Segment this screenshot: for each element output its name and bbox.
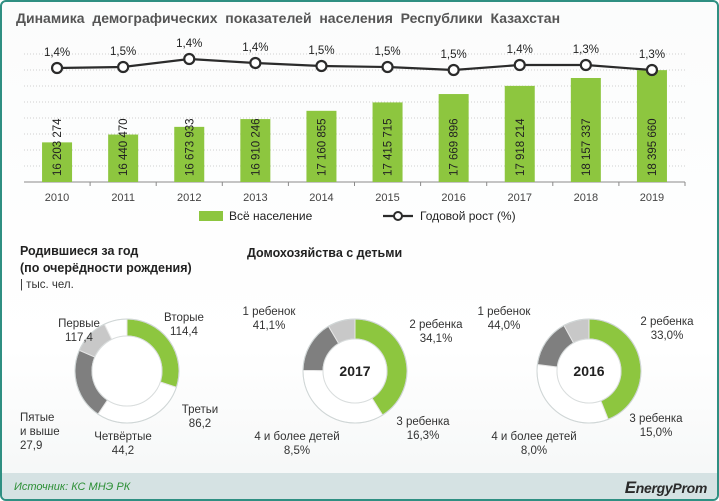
births-donut-outline [74,318,180,424]
bar-population [174,126,205,182]
hh2017-donut-center-label: 2017 [339,363,370,379]
bar-value-label: 16 910 246 [250,118,262,176]
bar-value-label: 18 395 660 [647,118,659,176]
growth-value-label: 1,4% [507,44,533,56]
bar-value-label: 17 415 715 [383,118,395,176]
bar-population [108,134,139,182]
growth-value-label: 1,5% [441,49,467,61]
bar-population [306,110,337,182]
hh2017-label-four-plus: 4 и более детей 8,5% [254,431,340,457]
bar-value-label: 18 157 337 [581,118,593,176]
x-tick-label: 2018 [574,192,598,204]
hh2016-donut-hole [556,338,622,404]
bar-population [438,94,469,182]
hh2016-label-three-children: 3 ребенка 15,0% [629,413,683,439]
hh2016-donut-outline [536,318,642,424]
growth-marker [183,52,196,66]
x-tick-label: 2017 [508,192,532,204]
growth-marker [315,59,328,73]
growth-value-label: 1,5% [308,45,334,57]
legend-label-population: Всё население [229,209,313,223]
hh2017-label-two-children: 2 ребенка 34,1% [409,319,463,345]
x-tick-label: 2011 [111,192,135,204]
bar-population [42,142,73,182]
bar-population [372,102,403,182]
growth-marker [447,63,460,77]
growth-marker [645,63,659,77]
bar-value-label: 17 918 214 [515,118,527,176]
births-label-third: Третьи 86,2 [181,404,219,430]
brand-logo: EnergyProm [624,478,708,497]
legend-swatch-population [199,211,223,221]
births-label-first: Первые 117,4 [58,318,100,344]
births-label-second: Вторые 114,4 [164,312,204,338]
bar-value-label: 16 673 933 [184,118,196,176]
growth-value-label: 1,4% [242,42,268,54]
bar-population [636,70,667,182]
bar-value-label: 16 440 470 [118,118,130,176]
births-label-fourth: Четвёртые 44,2 [94,431,152,457]
growth-value-label: 1,3% [639,49,665,61]
births-donut-hole [91,335,163,407]
births-subtitle: (по очерёдности рождения) [20,261,192,275]
growth-marker [381,60,394,74]
hh2016-label-one-child: 1 ребенок 44,0% [477,306,531,332]
x-tick-label: 2010 [45,192,69,204]
bar-value-label: 17 669 896 [449,118,461,176]
hh2017-donut-hole [322,338,388,404]
hh2016-donut-center-label: 2016 [573,363,604,379]
births-title: Родившиеся за год [20,244,139,258]
bar-value-label: 17 160 855 [316,118,328,176]
growth-value-label: 1,5% [110,46,136,58]
legend-swatch-growth-marker [393,211,403,221]
births-label-fifth: Пятые и выше 27,9 [20,412,60,452]
x-tick-label: 2016 [441,192,465,204]
growth-line [57,57,653,72]
growth-marker [513,58,526,72]
x-tick-label: 2019 [640,192,664,204]
x-tick-label: 2015 [375,192,399,204]
hh2017-label-three-children: 3 ребенка 16,3% [396,416,450,442]
growth-value-label: 1,3% [573,44,599,56]
households-title: Домохозяйства с детьми [247,246,403,260]
hh2017-donut-outline [302,318,408,424]
x-tick-label: 2013 [243,192,267,204]
growth-marker [249,56,262,70]
bar-population [240,119,271,182]
hh2016-label-four-plus: 4 и более детей 8,0% [491,431,577,457]
growth-value-label: 1,5% [374,46,400,58]
main-title: Динамика демографических показателей нас… [16,10,561,26]
bar-value-label: 16 203 274 [52,118,64,176]
bar-population [504,85,535,182]
growth-marker [117,60,130,74]
births-unit: | тыс. чел. [20,279,74,291]
growth-value-label: 1,4% [176,38,202,50]
growth-marker [579,58,592,72]
bar-population [570,77,601,182]
source-note: Источник: КС МНЭ РК [14,481,131,493]
x-tick-label: 2012 [177,192,201,204]
footer-bar: Источник: КС МНЭ РК EnergyProm [2,473,717,499]
legend-label-growth: Годовой рост (%) [420,209,516,223]
hh2017-label-one-child: 1 ребенок 41,1% [242,306,296,332]
x-tick-label: 2014 [309,192,333,204]
hh2016-label-two-children: 2 ребенка 33,0% [640,316,694,342]
growth-value-label: 1,4% [44,47,70,59]
growth-marker [50,61,64,75]
